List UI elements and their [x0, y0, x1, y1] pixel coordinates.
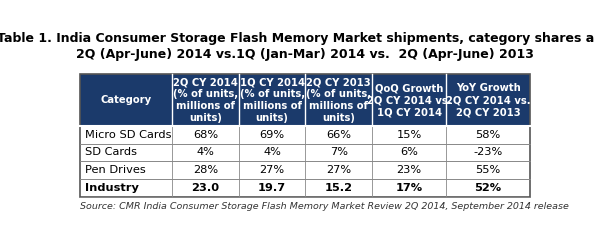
Text: Source: CMR India Consumer Storage Flash Memory Market Review 2Q 2014, September: Source: CMR India Consumer Storage Flash…: [80, 201, 569, 210]
Text: 28%: 28%: [193, 165, 218, 175]
Bar: [372, 144, 446, 161]
Bar: [446, 74, 530, 126]
Text: SD Cards: SD Cards: [86, 147, 137, 157]
Bar: [239, 144, 305, 161]
Bar: [80, 126, 172, 144]
Bar: [372, 161, 446, 179]
Bar: [80, 74, 172, 126]
Text: 23%: 23%: [396, 165, 422, 175]
Bar: [446, 179, 530, 197]
Bar: [239, 179, 305, 197]
Bar: [239, 74, 305, 126]
Text: 58%: 58%: [475, 130, 501, 140]
Bar: [80, 144, 172, 161]
Text: QoQ Growth
2Q CY 2014 vs.
1Q CY 2014: QoQ Growth 2Q CY 2014 vs. 1Q CY 2014: [367, 83, 452, 117]
Bar: [305, 144, 372, 161]
Bar: [305, 74, 372, 126]
Text: 19.7: 19.7: [258, 183, 286, 193]
Bar: [305, 179, 372, 197]
Bar: [446, 161, 530, 179]
Text: 4%: 4%: [263, 147, 281, 157]
Text: Table 1. India Consumer Storage Flash Memory Market shipments, category shares a: Table 1. India Consumer Storage Flash Me…: [0, 32, 595, 45]
Bar: [172, 144, 239, 161]
Text: YoY Growth
2Q CY 2014 vs.
2Q CY 2013: YoY Growth 2Q CY 2014 vs. 2Q CY 2013: [446, 83, 530, 117]
Bar: [372, 126, 446, 144]
Text: 52%: 52%: [475, 183, 502, 193]
Text: 17%: 17%: [396, 183, 422, 193]
Bar: [172, 74, 239, 126]
Bar: [239, 126, 305, 144]
Text: 2Q CY 2014
(% of units,
millions of
units): 2Q CY 2014 (% of units, millions of unit…: [173, 77, 238, 123]
Text: 55%: 55%: [475, 165, 501, 175]
Bar: [372, 74, 446, 126]
Text: 1Q CY 2014
(% of units,
millions of
units): 1Q CY 2014 (% of units, millions of unit…: [240, 77, 305, 123]
Bar: [172, 161, 239, 179]
Bar: [446, 126, 530, 144]
Bar: [446, 144, 530, 161]
Text: 15.2: 15.2: [325, 183, 353, 193]
Text: 2Q CY 2013
(% of units,
millions of
units): 2Q CY 2013 (% of units, millions of unit…: [306, 77, 371, 123]
Bar: [80, 179, 172, 197]
Bar: [372, 179, 446, 197]
Bar: [305, 161, 372, 179]
Text: Micro SD Cards: Micro SD Cards: [86, 130, 172, 140]
Bar: [80, 161, 172, 179]
Text: 27%: 27%: [326, 165, 351, 175]
Text: 2Q (Apr-June) 2014 vs.1Q (Jan-Mar) 2014 vs.  2Q (Apr-June) 2013: 2Q (Apr-June) 2014 vs.1Q (Jan-Mar) 2014 …: [76, 48, 534, 61]
Bar: [172, 179, 239, 197]
Bar: [239, 161, 305, 179]
Text: 68%: 68%: [193, 130, 218, 140]
Text: 69%: 69%: [259, 130, 284, 140]
Text: 6%: 6%: [400, 147, 418, 157]
Bar: [80, 74, 530, 197]
Text: Pen Drives: Pen Drives: [86, 165, 146, 175]
Bar: [172, 126, 239, 144]
Text: 4%: 4%: [196, 147, 214, 157]
Bar: [305, 126, 372, 144]
Text: -23%: -23%: [474, 147, 503, 157]
Text: Category: Category: [101, 95, 152, 105]
Text: Industry: Industry: [86, 183, 139, 193]
Text: 66%: 66%: [326, 130, 351, 140]
Text: 23.0: 23.0: [192, 183, 220, 193]
Text: 7%: 7%: [330, 147, 347, 157]
Text: 15%: 15%: [396, 130, 422, 140]
Text: 27%: 27%: [259, 165, 284, 175]
